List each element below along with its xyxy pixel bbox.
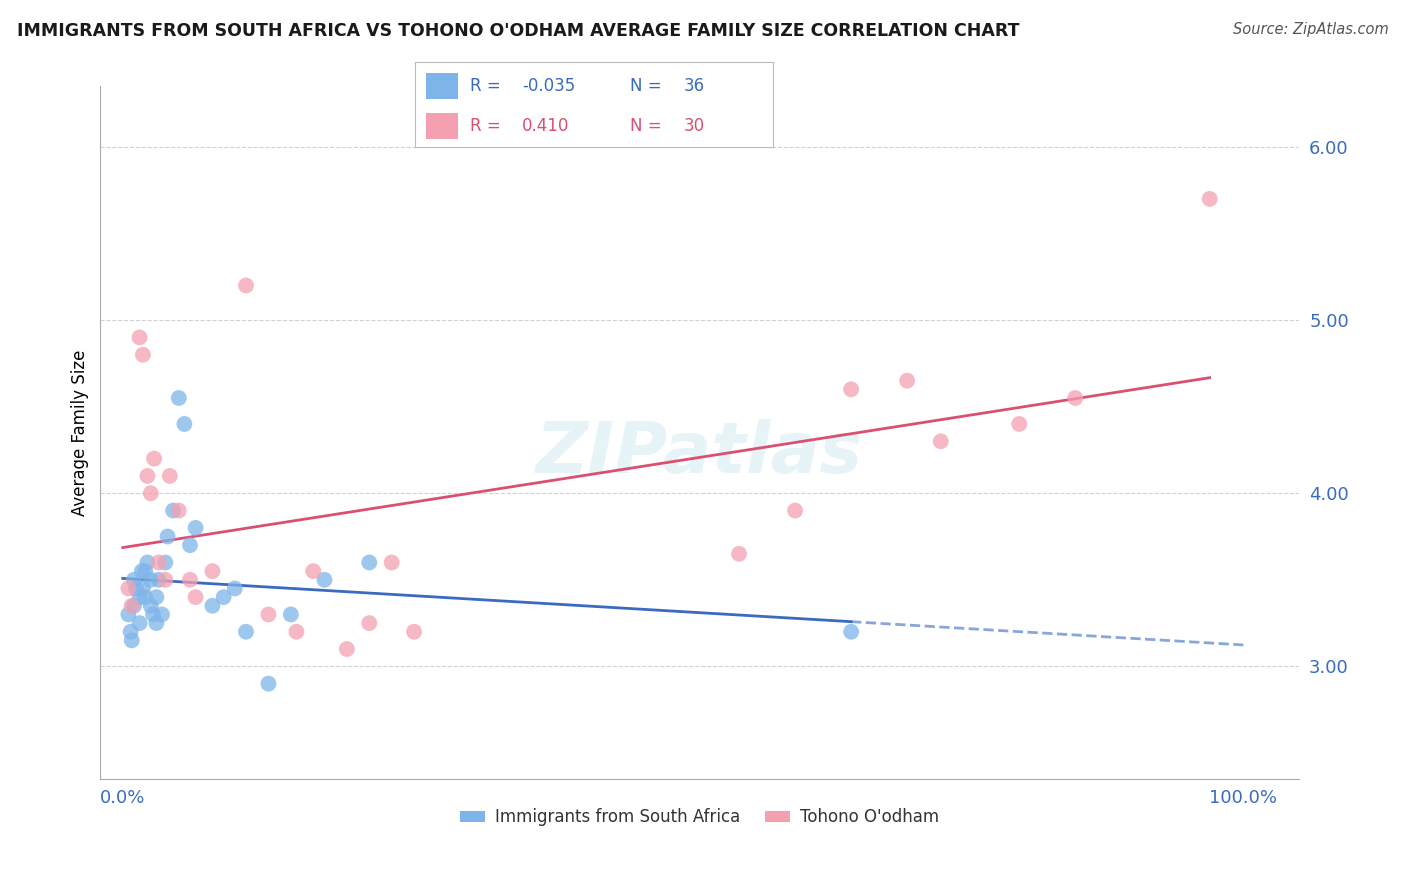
Point [148,556,170,570]
Point [1198,192,1220,206]
Point [156,529,179,543]
Y-axis label: Average Family Size: Average Family Size [72,350,89,516]
Point [117,582,139,596]
Point [136,469,159,483]
Point [381,556,404,570]
Point [173,417,195,431]
Text: ZIPatlas: ZIPatlas [536,419,863,488]
Point [131,564,153,578]
Point [122,599,145,613]
Point [125,582,148,596]
Point [159,469,181,483]
Point [128,330,150,344]
Bar [426,73,458,99]
Point [280,607,302,622]
Point [314,573,336,587]
Point [929,434,952,449]
Point [404,624,426,639]
Text: 0.410: 0.410 [523,117,569,135]
Point [184,590,207,604]
Point [359,616,381,631]
Point [785,503,807,517]
Point [184,521,207,535]
Text: IMMIGRANTS FROM SOUTH AFRICA VS TOHONO O'ODHAM AVERAGE FAMILY SIZE CORRELATION C: IMMIGRANTS FROM SOUTH AFRICA VS TOHONO O… [17,22,1019,40]
Point [134,590,156,604]
Point [201,599,224,613]
Text: R =: R = [471,78,501,95]
Point [128,590,150,604]
Point [336,642,359,657]
Point [117,607,139,622]
Point [148,573,170,587]
Point [142,607,165,622]
Point [139,573,162,587]
Text: -0.035: -0.035 [523,78,575,95]
Point [155,573,177,587]
Point [224,582,246,596]
Point [201,564,224,578]
Point [302,564,325,578]
Point [235,278,257,293]
Point [839,382,862,396]
Point [136,556,159,570]
Point [134,564,156,578]
Point [128,616,150,631]
Point [145,616,167,631]
Point [120,624,142,639]
Point [167,391,190,405]
Point [179,573,201,587]
Point [121,599,143,613]
Point [122,573,145,587]
Point [728,547,751,561]
Point [143,451,166,466]
Point [150,607,173,622]
Point [179,538,201,552]
Text: 36: 36 [683,78,704,95]
Point [155,556,177,570]
Text: Source: ZipAtlas.com: Source: ZipAtlas.com [1233,22,1389,37]
Point [145,590,167,604]
Point [1064,391,1087,405]
Point [132,582,155,596]
Text: N =: N = [630,117,661,135]
Point [162,503,184,517]
Legend: Immigrants from South Africa, Tohono O'odham: Immigrants from South Africa, Tohono O'o… [454,802,946,833]
Point [257,676,280,690]
Point [132,348,155,362]
Text: 30: 30 [683,117,704,135]
Bar [426,113,458,139]
Point [257,607,280,622]
Point [359,556,381,570]
Text: R =: R = [471,117,501,135]
Point [167,503,190,517]
Point [1008,417,1031,431]
Point [839,624,862,639]
Point [139,599,162,613]
Point [285,624,308,639]
Text: N =: N = [630,78,661,95]
Point [139,486,162,500]
Point [235,624,257,639]
Point [121,633,143,648]
Point [896,374,918,388]
Point [212,590,235,604]
